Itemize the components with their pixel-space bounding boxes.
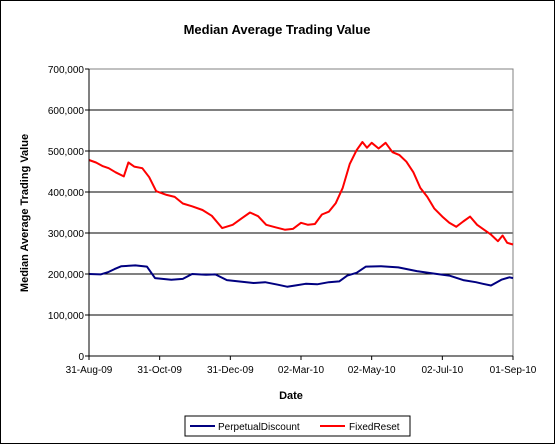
y-axis-label: Median Average Trading Value	[19, 134, 31, 292]
legend-label-fixedreset: FixedReset	[349, 422, 400, 433]
legend-box	[184, 415, 411, 437]
gridlines	[89, 68, 513, 316]
y-tick-label-5: 500,000	[48, 147, 85, 158]
axes	[88, 69, 513, 357]
series-line-fixedreset	[88, 141, 514, 246]
x-tick-label-6: 01-Sep-10	[490, 365, 537, 376]
x-tick-label-2: 31-Dec-09	[207, 365, 254, 376]
y-tick-label-0: 0	[78, 352, 84, 363]
x-tick-label-5: 02-Jul-10	[421, 365, 463, 376]
y-tick-label-4: 400,000	[48, 188, 85, 199]
x-tick-labels: 31-Aug-09 31-Oct-09 31-Dec-09 02-Mar-10 02-M…	[66, 356, 537, 376]
x-tick-label-3: 02-Mar-10	[278, 365, 325, 376]
y-tick-label-7: 700,000	[48, 65, 85, 76]
legend: PerpetualDiscount FixedReset	[184, 415, 411, 437]
y-tick-label-3: 300,000	[48, 229, 85, 240]
x-tick-label-4: 02-May-10	[348, 365, 396, 376]
y-tick-label-1: 100,000	[48, 311, 85, 322]
x-tick-label-1: 31-Oct-09	[137, 365, 182, 376]
series-line-perpetualdiscount	[88, 264, 514, 288]
x-tick-label-0: 31-Aug-09	[66, 365, 113, 376]
y-tick-label-6: 600,000	[48, 106, 85, 117]
legend-label-perpetualdiscount: PerpetualDiscount	[218, 422, 300, 433]
x-axis-label: Date	[279, 390, 303, 402]
series-lines	[88, 141, 514, 288]
y-tick-label-2: 200,000	[48, 270, 85, 281]
chart-title: Median Average Trading Value	[184, 22, 371, 37]
plot-area-border	[88, 68, 514, 357]
y-tick-labels: 0 100,000 200,000 300,000 400,000 500,000 600,…	[48, 65, 89, 363]
